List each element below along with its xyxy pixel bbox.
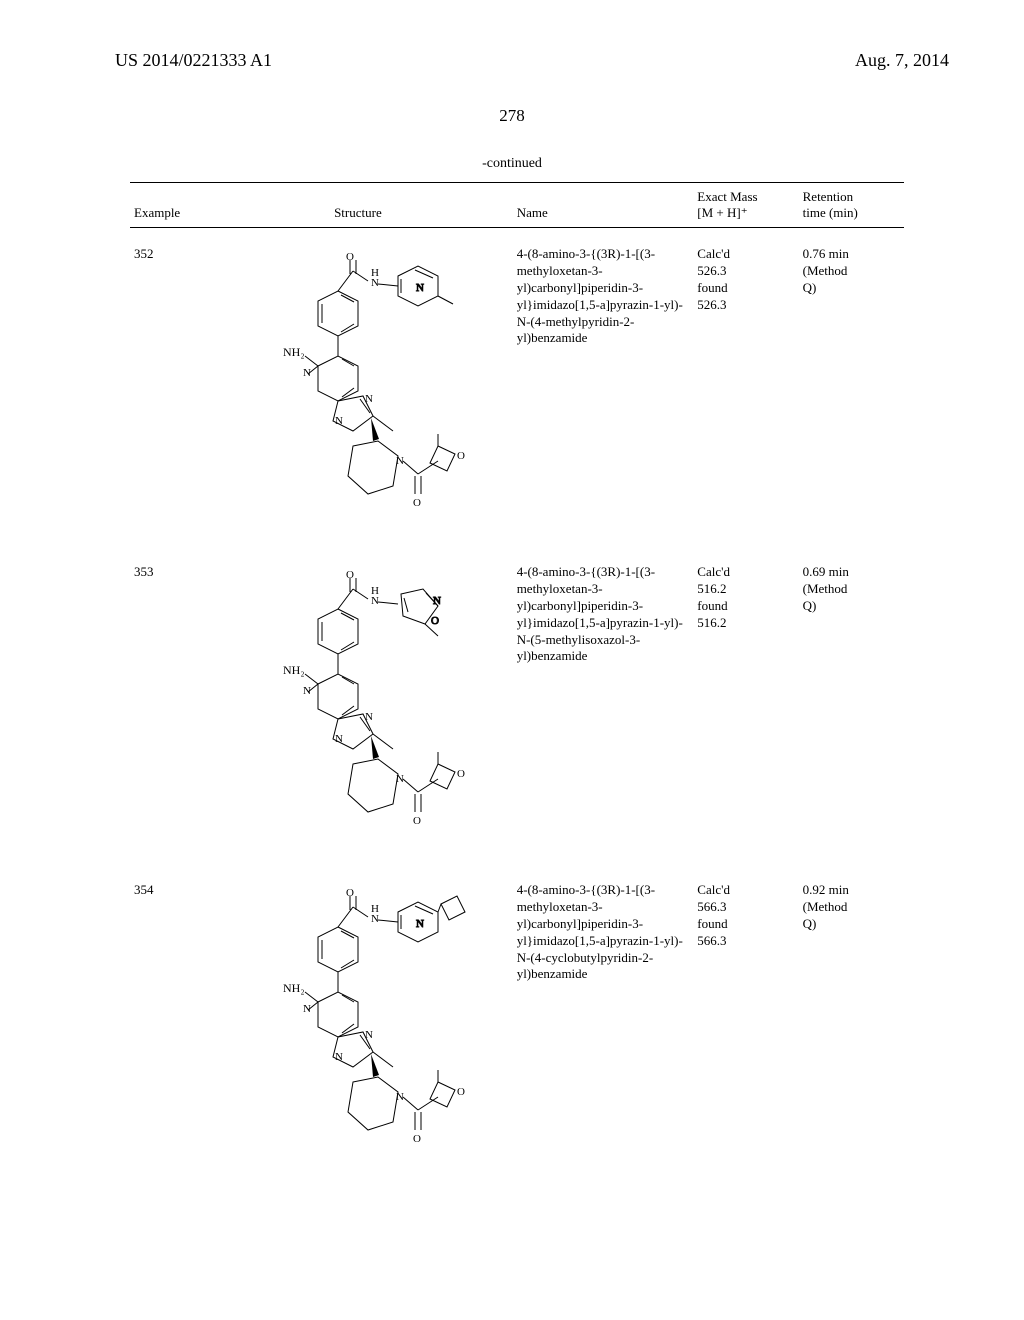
col-rt: Retention time (min) bbox=[799, 183, 904, 228]
example-cell: 352 bbox=[130, 228, 203, 547]
example-cell: 353 bbox=[130, 546, 203, 864]
example-cell: 354 bbox=[130, 864, 203, 1182]
continued-label: -continued bbox=[0, 156, 1024, 172]
svg-text:O: O bbox=[346, 887, 354, 899]
svg-text:O: O bbox=[413, 497, 421, 509]
publication-number: US 2014/0221333 A1 bbox=[115, 50, 272, 71]
col-rt-line2: time (min) bbox=[803, 205, 858, 220]
compound-table: Example Structure Name Exact Mass [M + H… bbox=[130, 182, 904, 1182]
page-number: 278 bbox=[0, 106, 1024, 126]
svg-text:O: O bbox=[457, 450, 465, 462]
svg-text:NH₂: NH₂ bbox=[283, 981, 305, 995]
svg-text:N: N bbox=[365, 711, 373, 723]
mass-cell: Calc'd526.3found526.3 bbox=[693, 228, 798, 547]
svg-text:N: N bbox=[371, 913, 379, 925]
mass-cell: Calc'd566.3found566.3 bbox=[693, 864, 798, 1182]
name-cell: 4-(8-amino-3-{(3R)-1-[(3-methyloxetan-3-… bbox=[513, 228, 694, 547]
col-structure: Structure bbox=[203, 183, 513, 228]
col-mass-line2: [M + H]⁺ bbox=[697, 205, 747, 220]
col-name: Name bbox=[513, 183, 694, 228]
svg-text:O: O bbox=[431, 615, 439, 627]
svg-text:N: N bbox=[416, 282, 424, 294]
publication-date: Aug. 7, 2014 bbox=[855, 50, 949, 71]
table-row: 354 O H N N NH₂ N N N bbox=[130, 864, 904, 1182]
table-row: 352 O H N N NH₂ N N N bbox=[130, 228, 904, 547]
svg-text:N: N bbox=[365, 1029, 373, 1041]
mass-cell: Calc'd516.2found516.2 bbox=[693, 546, 798, 864]
svg-text:N: N bbox=[416, 918, 424, 930]
structure-cell: O H N N NH₂ N N N bbox=[203, 228, 513, 547]
page-header: US 2014/0221333 A1 Aug. 7, 2014 bbox=[0, 0, 1024, 71]
svg-text:N: N bbox=[396, 1091, 404, 1103]
col-example: Example bbox=[130, 183, 203, 228]
svg-text:O: O bbox=[457, 768, 465, 780]
svg-text:N: N bbox=[335, 733, 343, 745]
rt-cell: 0.76 min(MethodQ) bbox=[799, 228, 904, 547]
svg-text:N: N bbox=[396, 455, 404, 467]
svg-text:N: N bbox=[335, 415, 343, 427]
svg-text:N: N bbox=[371, 595, 379, 607]
structure-cell: O H N N NH₂ N N N bbox=[203, 864, 513, 1182]
svg-text:O: O bbox=[457, 1086, 465, 1098]
svg-text:O: O bbox=[413, 1133, 421, 1145]
svg-text:N: N bbox=[433, 595, 441, 607]
name-cell: 4-(8-amino-3-{(3R)-1-[(3-methyloxetan-3-… bbox=[513, 546, 694, 864]
col-rt-line1: Retention bbox=[803, 189, 854, 204]
svg-text:N: N bbox=[371, 277, 379, 289]
rt-cell: 0.92 min(MethodQ) bbox=[799, 864, 904, 1182]
table-row: 353 O H N N O NH₂ N N N bbox=[130, 546, 904, 864]
col-mass-line1: Exact Mass bbox=[697, 189, 757, 204]
svg-text:O: O bbox=[346, 569, 354, 581]
svg-text:NH₂: NH₂ bbox=[283, 345, 305, 359]
svg-text:NH₂: NH₂ bbox=[283, 663, 305, 677]
col-mass: Exact Mass [M + H]⁺ bbox=[693, 183, 798, 228]
name-cell: 4-(8-amino-3-{(3R)-1-[(3-methyloxetan-3-… bbox=[513, 864, 694, 1182]
svg-text:N: N bbox=[335, 1051, 343, 1063]
svg-text:O: O bbox=[346, 251, 354, 263]
svg-text:O: O bbox=[413, 815, 421, 827]
svg-text:N: N bbox=[396, 773, 404, 785]
structure-cell: O H N N O NH₂ N N N bbox=[203, 546, 513, 864]
svg-text:N: N bbox=[365, 393, 373, 405]
rt-cell: 0.69 min(MethodQ) bbox=[799, 546, 904, 864]
